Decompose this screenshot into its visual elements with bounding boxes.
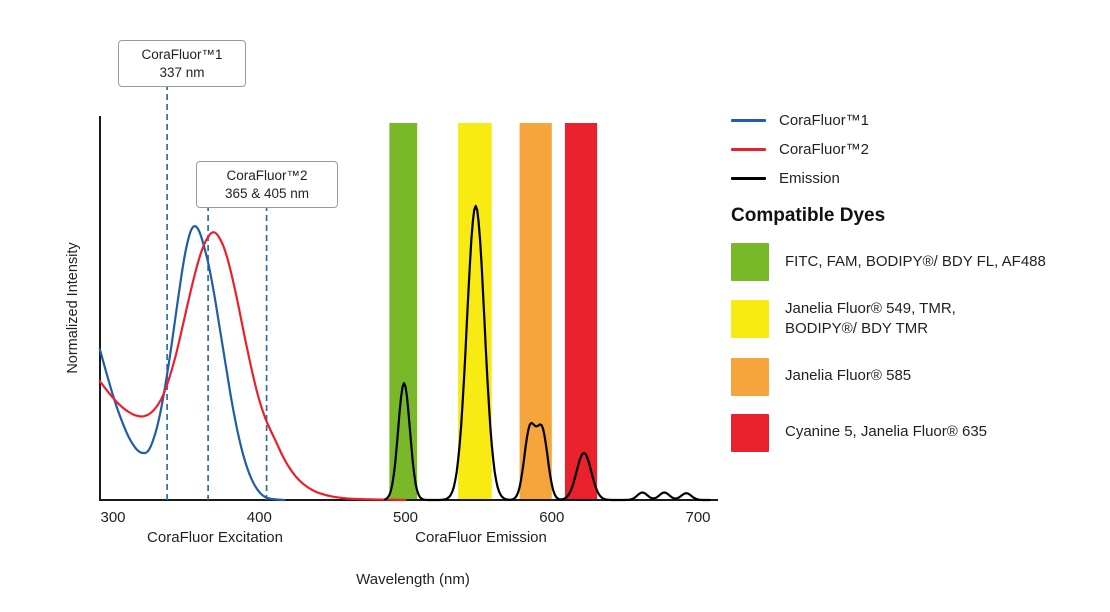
- legend: CoraFluor™1 CoraFluor™2 Emission Compati…: [731, 106, 1103, 470]
- annotation-corafluor1-title: CoraFluor™1: [141, 47, 223, 62]
- x-axis-section-emission: CoraFluor Emission: [415, 529, 547, 546]
- legend-item-corafluor2: CoraFluor™2: [731, 135, 1103, 164]
- red-dye-swatch: [731, 413, 769, 452]
- orange-dye-label: Janelia Fluor® 585: [785, 367, 912, 385]
- annotation-corafluor2-title: CoraFluor™2: [226, 168, 308, 183]
- dye-item-red: Cyanine 5, Janelia Fluor® 635: [731, 413, 1103, 452]
- filter-band-3: [564, 123, 598, 500]
- legend-item-emission: Emission: [731, 164, 1103, 193]
- filter-band-2: [519, 123, 552, 500]
- orange-dye-swatch: [731, 357, 769, 396]
- dye-item-yellow: Janelia Fluor® 549, TMR, BODIPY®/ BDY TM…: [731, 299, 1103, 340]
- dye-item-green: FITC, FAM, BODIPY®/ BDY FL, AF488: [731, 243, 1103, 281]
- x-tick-label: 400: [247, 509, 272, 526]
- spectra-plot-svg: 300 400 500 600 700: [98, 84, 718, 526]
- green-dye-label: FITC, FAM, BODIPY®/ BDY FL, AF488: [785, 252, 1046, 270]
- annotation-corafluor1: CoraFluor™1 337 nm: [118, 40, 246, 88]
- yellow-dye-label: Janelia Fluor® 549, TMR, BODIPY®/ BDY TM…: [785, 300, 956, 338]
- curve-series-1: [98, 231, 407, 502]
- annotation-corafluor2-value: 365 & 405 nm: [224, 185, 310, 201]
- x-axis-section-excitation: CoraFluor Excitation: [147, 529, 283, 546]
- legend-label-corafluor1: CoraFluor™1: [779, 112, 870, 129]
- annotation-corafluor1-value: 337 nm: [159, 64, 205, 80]
- compatible-dyes-heading: Compatible Dyes: [731, 205, 886, 226]
- x-tick-label: 600: [539, 509, 564, 526]
- curve-series-2: [383, 204, 711, 502]
- x-tick-label: 500: [393, 509, 418, 526]
- filter-band-1: [458, 123, 492, 500]
- emission-line-swatch: [731, 177, 766, 180]
- legend-label-corafluor2: CoraFluor™2: [779, 141, 870, 158]
- x-axis-label: Wavelength (nm): [356, 571, 470, 588]
- y-axis-label: Normalized Intensity: [65, 242, 81, 374]
- legend-label-emission: Emission: [779, 170, 840, 187]
- legend-item-corafluor1: CoraFluor™1: [731, 106, 1103, 135]
- curve-series-0: [98, 225, 286, 502]
- filter-band-0: [389, 123, 418, 500]
- x-tick-label: 300: [100, 509, 125, 526]
- x-tick-label: 700: [685, 509, 710, 526]
- red-dye-label: Cyanine 5, Janelia Fluor® 635: [785, 423, 988, 441]
- green-dye-swatch: [731, 243, 769, 281]
- corafluor1-line-swatch: [731, 119, 766, 122]
- annotation-corafluor2: CoraFluor™2 365 & 405 nm: [196, 161, 338, 209]
- dye-item-orange: Janelia Fluor® 585: [731, 357, 1103, 396]
- corafluor2-line-swatch: [731, 148, 766, 151]
- yellow-dye-swatch: [731, 300, 769, 339]
